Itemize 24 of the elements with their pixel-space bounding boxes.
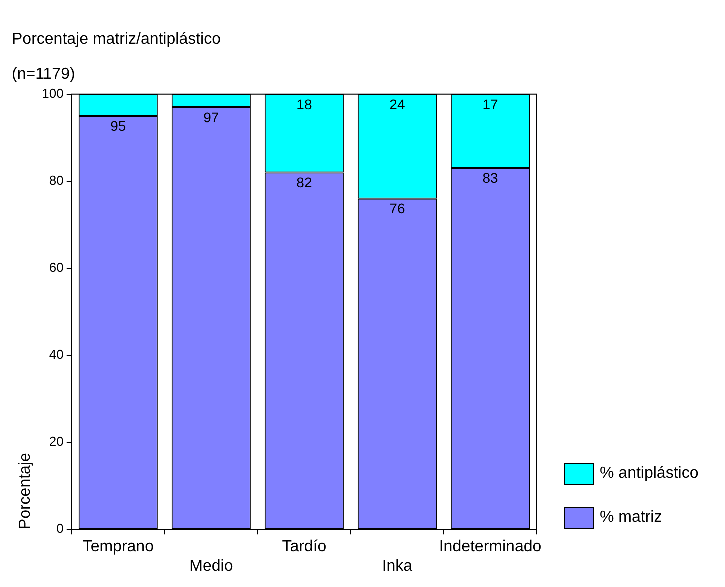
y-tick-label: 60 [49, 260, 64, 276]
legend-label: % antiplástico [600, 465, 699, 483]
text: % matriz [600, 509, 662, 527]
y-tick-label: 80 [49, 173, 64, 188]
data-label: 24 [390, 96, 406, 112]
y-tick-label: 20 [49, 434, 64, 450]
data-label: 76 [390, 200, 406, 217]
x-tick-label: Indeterminado [439, 538, 542, 556]
y-axis-title: Porcentaje [17, 453, 34, 530]
x-tick-label: Tardío [282, 538, 327, 556]
y-tick-label: 40 [49, 347, 64, 362]
data-label: 82 [296, 174, 312, 191]
chart-subtitle: (n=1179) [12, 66, 76, 84]
x-tick-label: Inka [382, 558, 413, 575]
data-label: 17 [482, 96, 498, 112]
x-tick-label: Temprano [82, 538, 154, 556]
data-label: 83 [482, 170, 498, 186]
y-tick-label: 0 [56, 521, 64, 536]
x-tick-label: Medio [190, 558, 234, 575]
data-label: 95 [110, 118, 126, 134]
y-tick-label: 100 [42, 86, 64, 101]
data-label: 18 [296, 96, 312, 112]
data-label: 97 [204, 109, 220, 126]
chart-title: Porcentaje matriz/antiplástico [12, 31, 222, 48]
